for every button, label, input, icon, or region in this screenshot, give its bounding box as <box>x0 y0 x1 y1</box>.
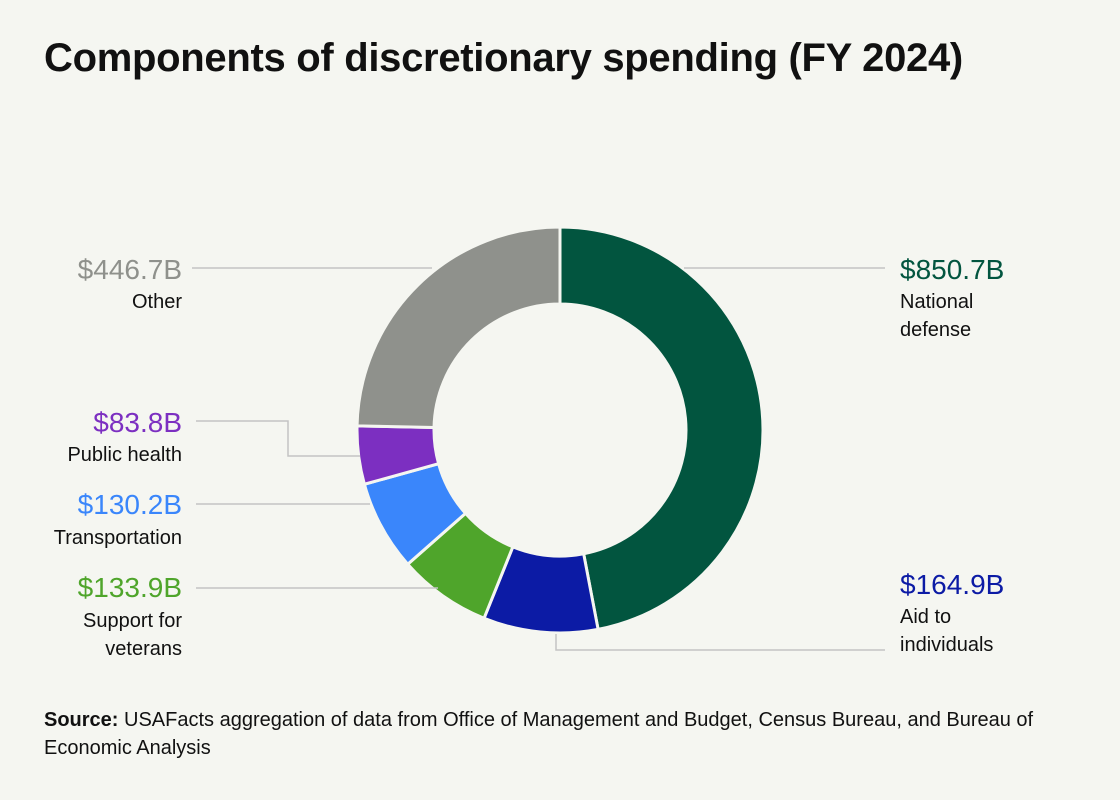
category-label-support-for-veterans: Support for veterans <box>83 610 182 660</box>
slice-other <box>355 225 562 429</box>
value-label-transportation: $130.2B <box>78 489 182 520</box>
category-label-national-defense: National defense <box>900 291 973 341</box>
source-note: Source: USAFacts aggregation of data fro… <box>44 706 1044 762</box>
value-label-support-for-veterans: $133.9B <box>78 572 182 603</box>
category-label-aid-to-individuals: Aid to individuals <box>900 606 993 656</box>
category-label-other: Other <box>132 291 182 313</box>
chart-title: Components of discretionary spending (FY… <box>44 36 963 80</box>
leader-line-aid-to-individuals <box>555 634 885 651</box>
leader-line-public-health <box>196 420 360 457</box>
value-label-public-health: $83.8B <box>93 407 182 438</box>
slice-national-defense <box>558 225 765 632</box>
source-text: USAFacts aggregation of data from Office… <box>44 709 1034 759</box>
value-label-aid-to-individuals: $164.9B <box>900 569 1004 600</box>
source-label: Source: <box>44 709 119 731</box>
value-label-other: $446.7B <box>78 254 182 285</box>
category-label-transportation: Transportation <box>54 527 182 549</box>
category-label-public-health: Public health <box>67 444 182 466</box>
value-label-national-defense: $850.7B <box>900 254 1004 285</box>
